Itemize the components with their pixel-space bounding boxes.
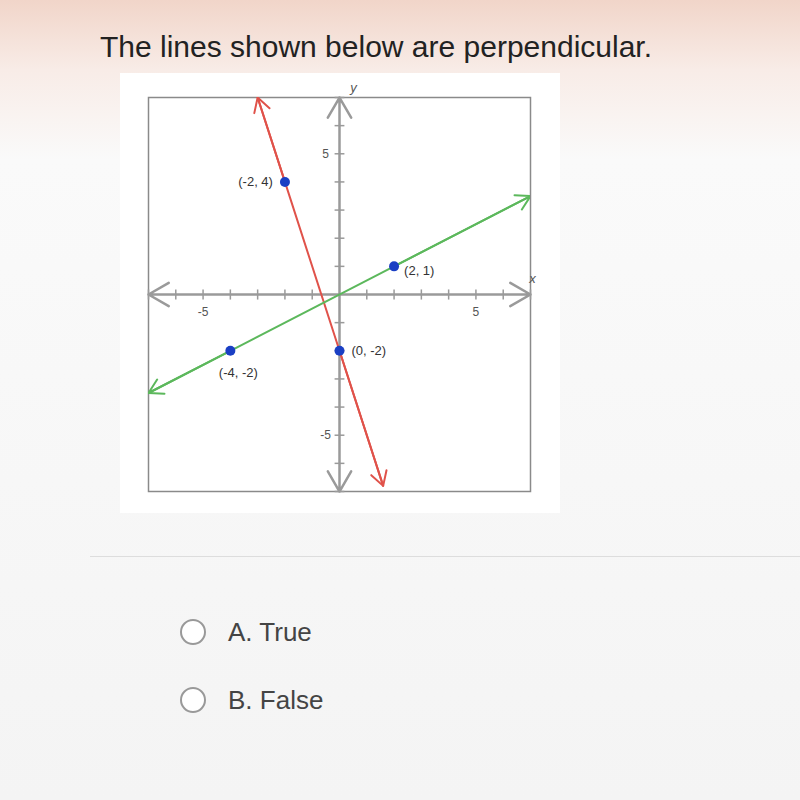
svg-text:(2, 1): (2, 1) bbox=[404, 263, 434, 278]
svg-text:(0, -2): (0, -2) bbox=[352, 343, 387, 358]
html-text:The lines shown below are perp: The lines shown below are perpendicular. bbox=[100, 30, 652, 63]
html-text:B. False: B. False bbox=[228, 684, 324, 715]
svg-text:(-4, -2): (-4, -2) bbox=[219, 365, 258, 380]
svg-text:-5: -5 bbox=[198, 305, 209, 319]
svg-text:(-2, 4): (-2, 4) bbox=[238, 174, 273, 189]
svg-text:-5: -5 bbox=[320, 428, 331, 442]
svg-text:5: 5 bbox=[322, 147, 329, 161]
html-text:A. True: A. True bbox=[228, 616, 312, 647]
svg-text:5: 5 bbox=[473, 305, 480, 319]
svg-text:y: y bbox=[349, 80, 358, 95]
svg-text:x: x bbox=[528, 271, 536, 286]
